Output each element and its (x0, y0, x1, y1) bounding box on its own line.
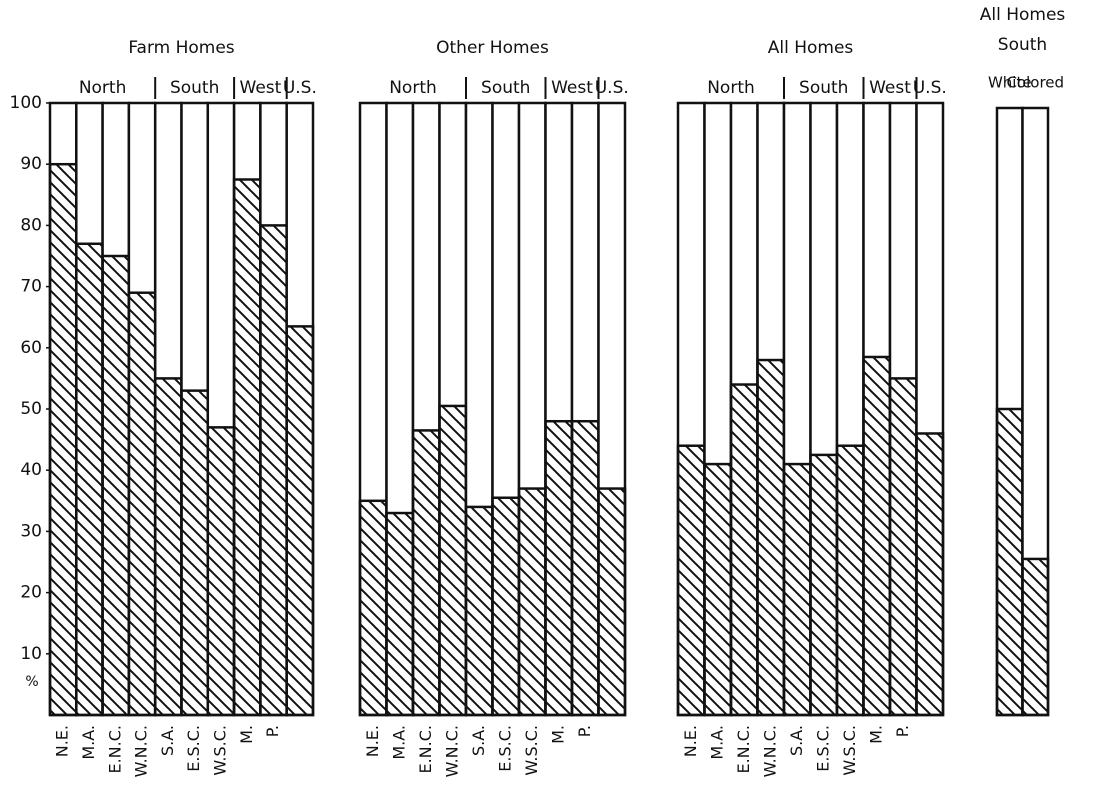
panel-subtitle: South (998, 35, 1047, 55)
y-axis-label: % (25, 674, 38, 690)
bar (782, 462, 812, 717)
bar (127, 291, 157, 717)
panel-title: Other Homes (436, 38, 549, 58)
bar (570, 419, 600, 717)
category-label: P. (575, 725, 594, 737)
category-label: S.A. (469, 725, 488, 756)
group-label: West (240, 78, 282, 98)
bar (809, 453, 839, 717)
group-label: South (481, 78, 530, 98)
category-label: W.S.C. (522, 725, 541, 776)
bar (995, 407, 1024, 717)
y-tick-label: 30 (20, 521, 42, 541)
bar (358, 499, 388, 717)
y-tick-label: 60 (20, 338, 42, 358)
y-tick-label: 20 (20, 583, 42, 603)
bar (438, 404, 468, 717)
bar (517, 487, 547, 717)
bar (180, 389, 210, 717)
y-tick-label: 50 (20, 399, 42, 419)
bar (729, 383, 759, 717)
bar (75, 242, 104, 717)
group-label: U.S. (913, 78, 947, 98)
category-label: M.A. (389, 725, 408, 760)
bar (411, 429, 441, 717)
bar (491, 496, 521, 717)
category-label: N.E. (53, 725, 72, 757)
group-label: South (170, 78, 219, 98)
bar (259, 224, 288, 717)
category-label: S.A. (787, 725, 806, 756)
category-label: N.E. (363, 725, 382, 757)
category-label: W.S.C. (840, 725, 859, 776)
bar (232, 178, 262, 717)
group-label: U.S. (283, 78, 317, 98)
panel-title: Farm Homes (128, 38, 234, 58)
category-label: E.N.C. (105, 725, 124, 774)
group-label: North (707, 78, 755, 98)
category-label: P. (263, 725, 282, 737)
bar (703, 462, 733, 717)
y-tick-label: 10 (20, 644, 42, 664)
panel-title: All Homes (980, 5, 1066, 25)
category-label: E.N.C. (734, 725, 753, 774)
group-label: West (869, 78, 911, 98)
group-label: South (799, 78, 848, 98)
category-label: M. (237, 725, 256, 744)
category-label: M. (548, 725, 567, 744)
group-label: U.S. (595, 78, 629, 98)
bar (464, 505, 494, 717)
bar (1021, 557, 1050, 717)
y-tick-label: 90 (20, 154, 42, 174)
category-label: M. (866, 725, 885, 744)
bar (385, 511, 415, 717)
category-label: E.S.C. (184, 725, 203, 772)
bar (676, 444, 706, 717)
category-label: M.A. (707, 725, 726, 760)
group-label: North (79, 78, 127, 98)
bar (597, 487, 627, 717)
category-label: M.A. (79, 725, 98, 760)
y-tick-label: 100 (10, 93, 42, 113)
bar (206, 426, 236, 717)
category-label: W.N.C. (132, 725, 151, 777)
category-label: S.A. (158, 725, 177, 756)
bar (48, 162, 78, 717)
bar (835, 444, 865, 717)
bar (915, 432, 945, 717)
category-label: E.S.C. (813, 725, 832, 772)
bar (285, 325, 315, 717)
group-label: West (551, 78, 593, 98)
bar (544, 419, 574, 717)
y-tick-label: 80 (20, 215, 42, 235)
category-label: White (988, 74, 1032, 92)
bar (101, 254, 131, 717)
bar (888, 377, 918, 717)
bar (756, 358, 786, 717)
category-label: W.N.C. (442, 725, 461, 777)
panel-title: All Homes (768, 38, 854, 58)
bar (153, 377, 183, 717)
category-label: W.S.C. (210, 725, 229, 776)
category-label: P. (893, 725, 912, 737)
category-label: E.N.C. (416, 725, 435, 774)
group-label: North (389, 78, 437, 98)
category-label: Colored (1006, 74, 1064, 92)
category-label: N.E. (681, 725, 700, 757)
category-label: W.N.C. (760, 725, 779, 777)
y-tick-label: 70 (20, 277, 42, 297)
y-tick-label: 40 (20, 460, 42, 480)
category-label: E.S.C. (495, 725, 514, 772)
bar (862, 355, 892, 717)
